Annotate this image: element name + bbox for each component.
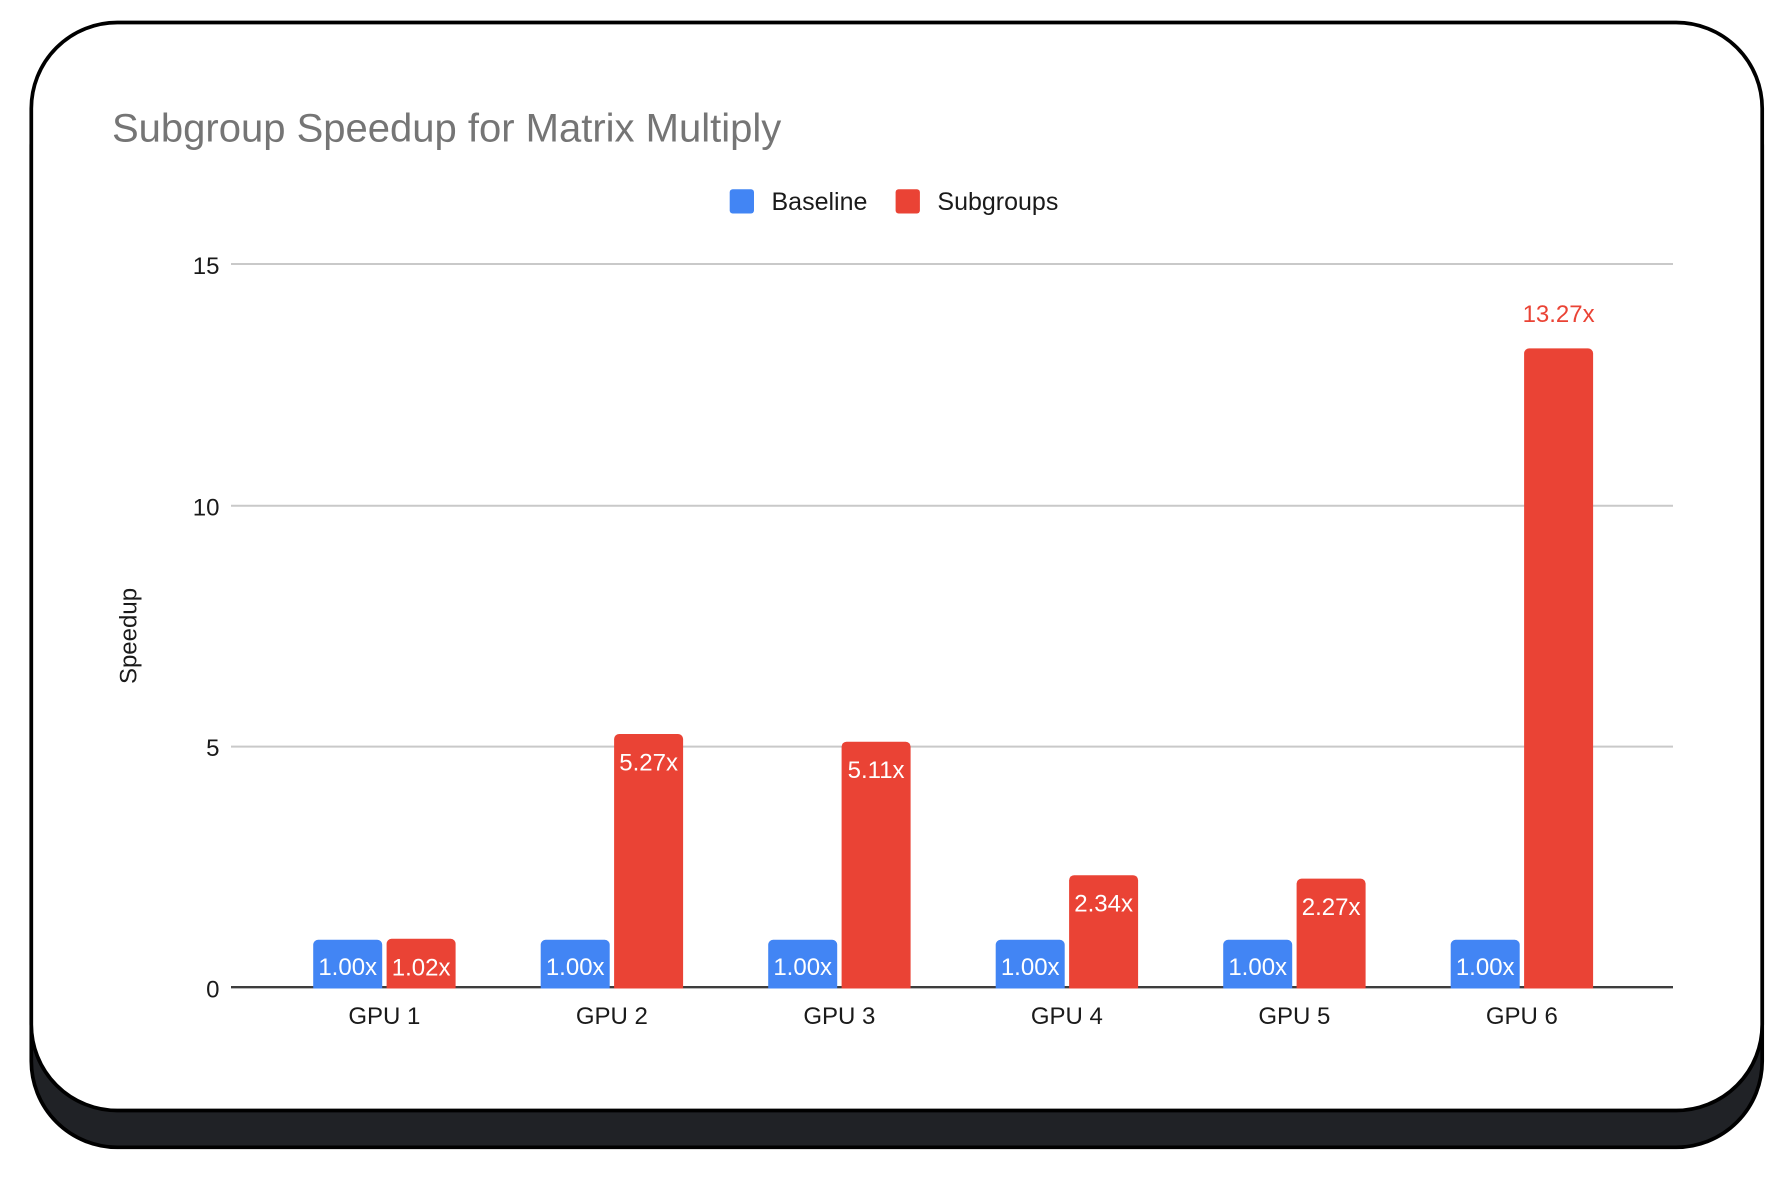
svg-text:GPU 3: GPU 3 [803,1003,875,1030]
svg-text:2.27x: 2.27x [1302,894,1361,921]
svg-text:5.27x: 5.27x [619,750,678,777]
svg-text:10: 10 [193,494,220,521]
svg-text:Subgroup Speedup for Matrix Mu: Subgroup Speedup for Matrix Multiply [112,107,781,151]
svg-text:Baseline: Baseline [772,188,868,216]
svg-text:2.34x: 2.34x [1074,891,1133,918]
svg-text:GPU 1: GPU 1 [348,1003,420,1030]
svg-text:1.00x: 1.00x [1456,954,1515,981]
svg-text:Speedup: Speedup [116,588,143,684]
svg-text:GPU 2: GPU 2 [576,1003,648,1030]
svg-text:1.00x: 1.00x [1228,954,1287,981]
svg-text:GPU 4: GPU 4 [1031,1003,1103,1030]
svg-text:GPU 6: GPU 6 [1486,1003,1558,1030]
svg-text:Subgroups: Subgroups [937,188,1058,216]
svg-text:1.02x: 1.02x [392,954,451,981]
svg-text:5.11x: 5.11x [848,757,905,784]
svg-text:15: 15 [193,253,220,280]
svg-text:1.00x: 1.00x [773,954,832,981]
svg-text:1.00x: 1.00x [546,954,605,981]
svg-text:0: 0 [206,976,219,1003]
svg-text:13.27x: 13.27x [1523,301,1595,328]
svg-text:1.00x: 1.00x [1001,954,1060,981]
svg-text:5: 5 [206,735,219,762]
svg-text:1.00x: 1.00x [318,954,377,981]
svg-text:GPU 5: GPU 5 [1258,1003,1330,1030]
